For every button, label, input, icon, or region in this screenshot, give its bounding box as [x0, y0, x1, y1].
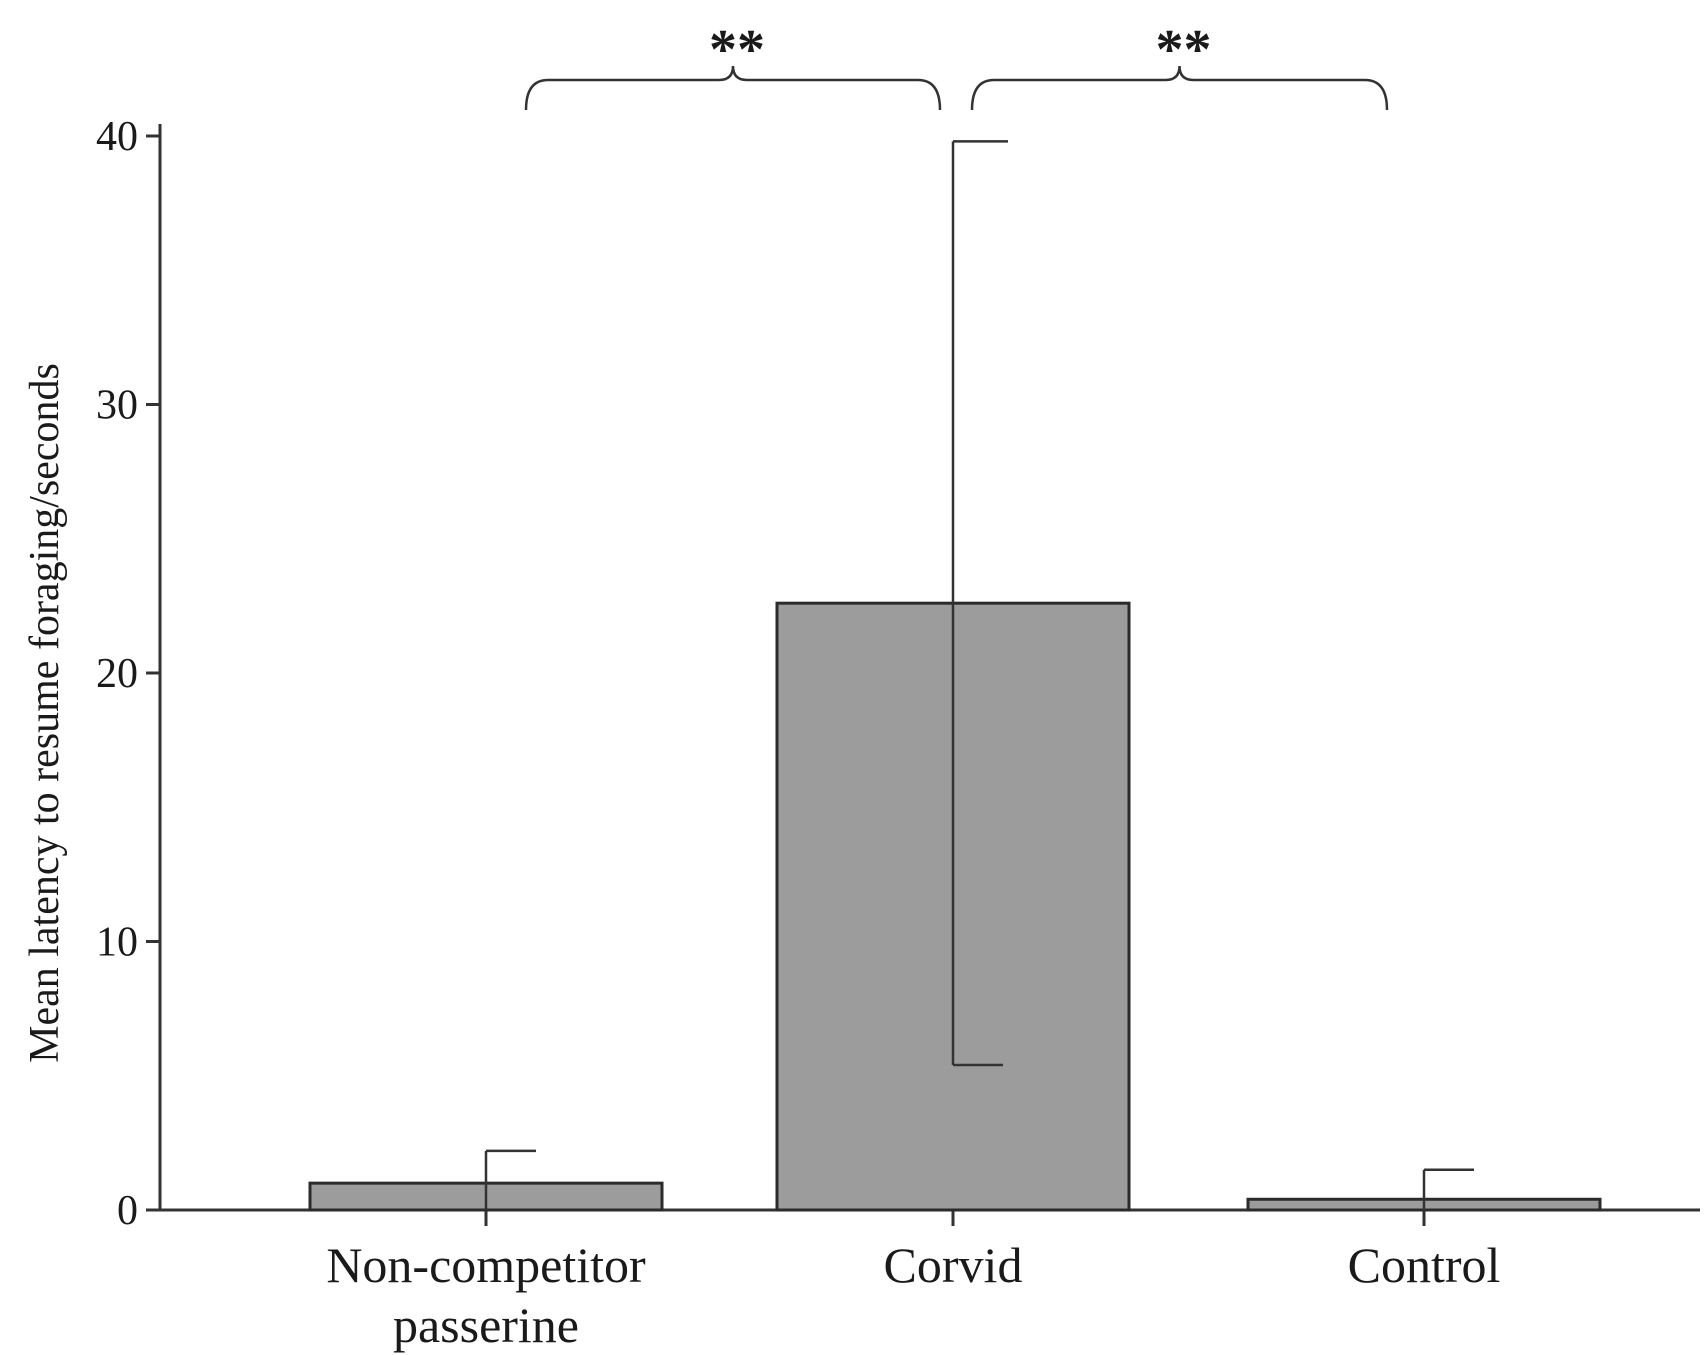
category-label: Non-competitor — [326, 1237, 646, 1293]
y-tick-label: 40 — [96, 114, 138, 160]
y-tick-label: 10 — [96, 920, 138, 966]
significance-brackets: ** ** — [524, 19, 1389, 111]
category-label: passerine — [393, 1297, 579, 1353]
significance-bracket — [524, 65, 942, 111]
category-label: Control — [1348, 1237, 1501, 1293]
y-tick-label: 20 — [96, 651, 138, 697]
significance-bracket — [970, 65, 1389, 111]
y-tick-label: 30 — [96, 383, 138, 429]
y-tick-label: 0 — [117, 1188, 138, 1234]
category-label: Corvid — [884, 1237, 1023, 1293]
significance-label: ** — [709, 19, 765, 81]
y-axis-title: Mean latency to resume foraging/seconds — [22, 363, 68, 1063]
error-bars — [484, 140, 1474, 1210]
labels: 0 10 20 30 40 Mean latency to resume foraging… — [22, 114, 1500, 1353]
significance-label: ** — [1156, 19, 1212, 81]
bars — [308, 601, 1602, 1212]
